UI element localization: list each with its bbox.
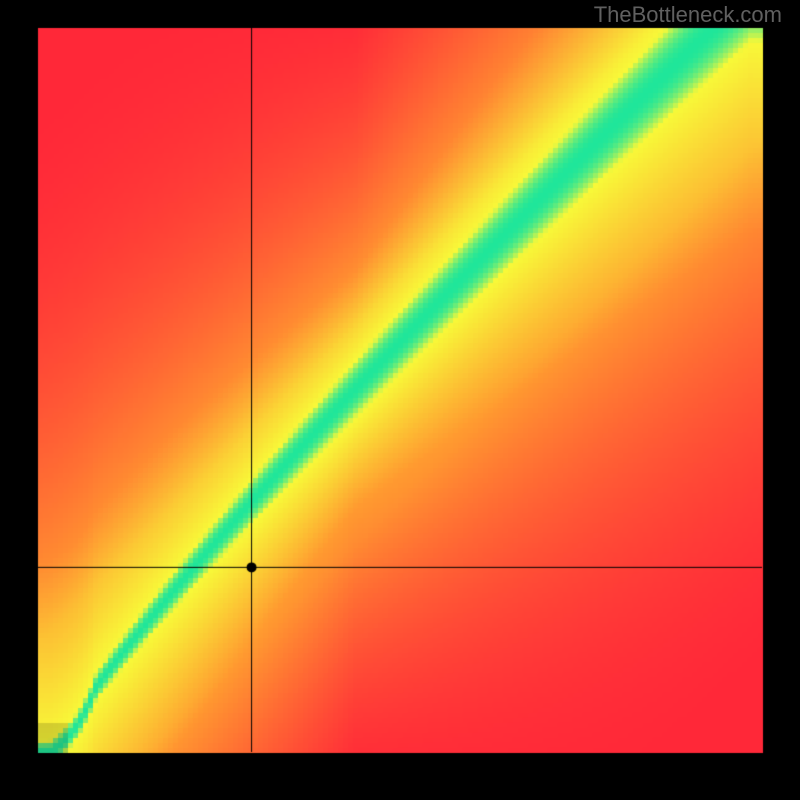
watermark-text: TheBottleneck.com	[594, 2, 782, 28]
bottleneck-heatmap-canvas	[0, 0, 800, 800]
